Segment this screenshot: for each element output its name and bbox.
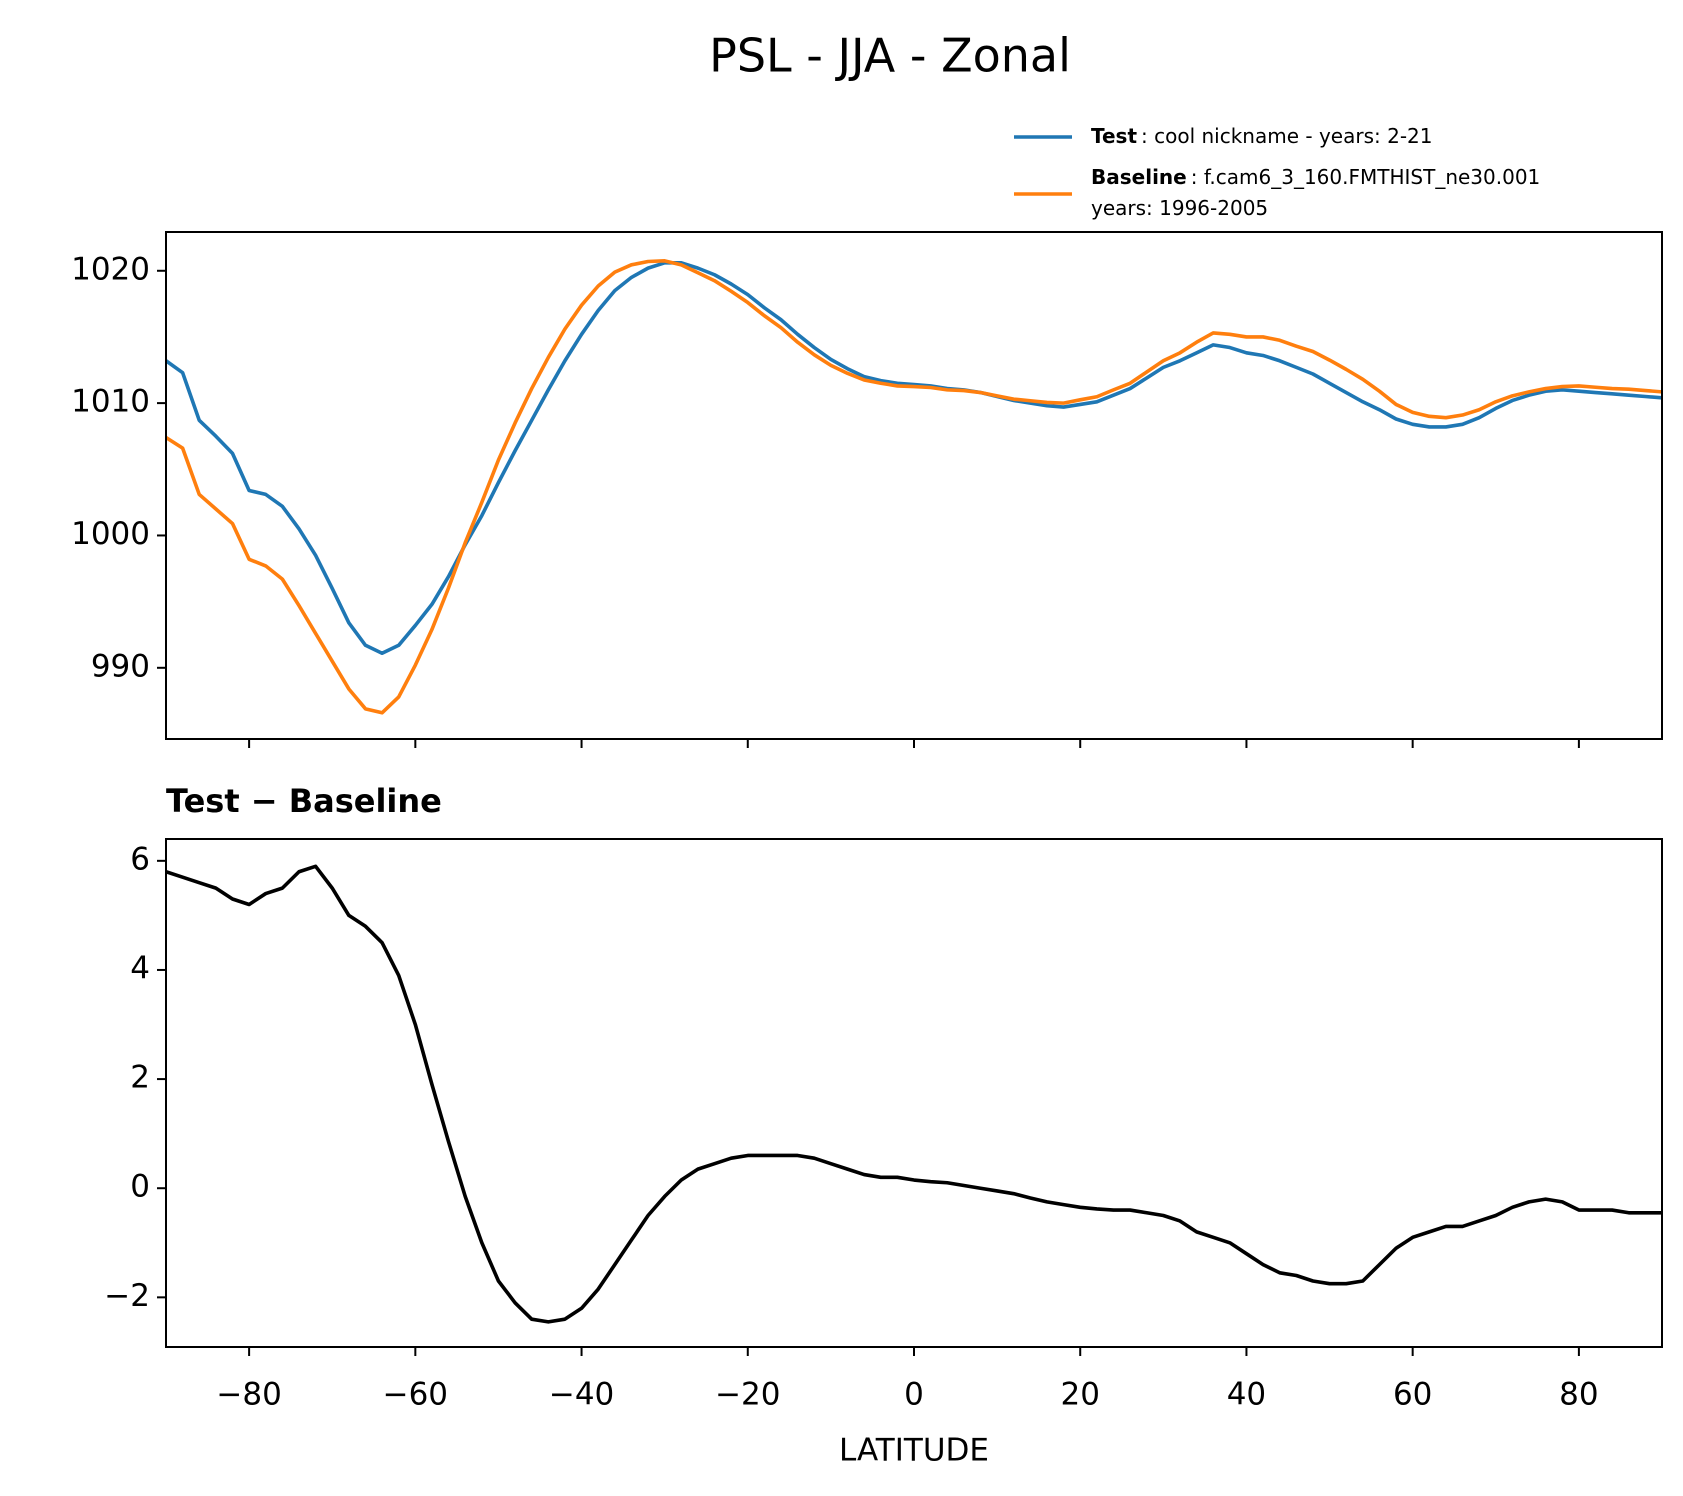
data-line [166,864,1662,1324]
x-tick-label: 40 [1227,1377,1266,1413]
y-tick-label: 1020 [71,251,150,287]
legend-name: Baseline [1091,165,1187,189]
x-tick-label: −20 [715,1377,780,1413]
y-tick-label: 4 [130,950,150,986]
plot-area [166,864,1662,1324]
data-line [166,259,1662,715]
x-tick-label: 20 [1060,1377,1099,1413]
figure-title: PSL - JJA - Zonal [709,29,1071,83]
y-tick-label: 1000 [71,516,150,552]
y-tick-label: 6 [130,841,150,877]
x-tick-label: −40 [549,1377,614,1413]
y-tick-label: 0 [130,1169,150,1205]
legend-description: : cool nickname - years: 2-21 [1141,124,1432,148]
panel-title: Test − Baseline [166,782,442,820]
x-tick-label: 0 [904,1377,924,1413]
legend-name: Test [1091,124,1137,148]
y-tick-label: 1010 [71,384,150,420]
legend-label: Test: cool nickname - years: 2-21 [1091,124,1432,148]
plot-area [166,259,1662,715]
data-line [166,261,1662,656]
legend-description: : f.cam6_3_160.FMTHIST_ne30.001 [1191,165,1541,189]
axes-frame [165,231,1663,740]
x-axis-label: LATITUDE [839,1433,989,1469]
x-tick-label: −60 [383,1377,448,1413]
x-tick-label: 60 [1393,1377,1432,1413]
x-tick-label: −80 [216,1377,281,1413]
legend-description: years: 1996-2005 [1091,196,1268,220]
y-tick-label: −2 [104,1278,150,1314]
y-tick-label: 990 [91,648,150,684]
axes-frame [165,838,1663,1348]
y-tick-label: 2 [130,1060,150,1096]
x-tick-label: 80 [1559,1377,1598,1413]
